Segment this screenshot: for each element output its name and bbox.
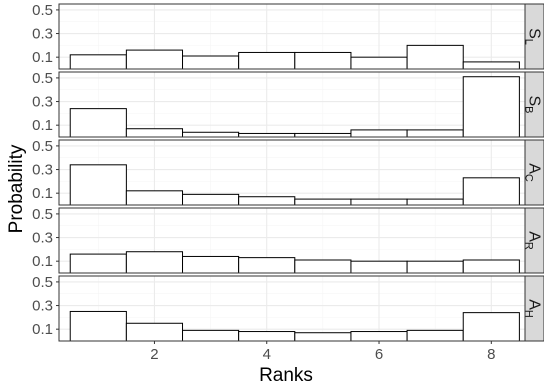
bar — [238, 132, 296, 138]
bar — [462, 259, 520, 274]
panel-4: 0.1 0.3 0.5 AR — [32, 206, 544, 274]
bar — [462, 312, 520, 342]
bar — [238, 331, 296, 342]
bar — [182, 193, 240, 206]
strip-label: SL — [523, 28, 543, 45]
bar — [125, 322, 184, 342]
y-tick-label: 0.5 — [32, 206, 53, 223]
y-tick-label: 0.1 — [32, 321, 53, 338]
bar — [294, 132, 352, 138]
strip-label: SB — [523, 95, 543, 113]
bar — [238, 196, 296, 206]
strip-background — [524, 71, 544, 138]
panel-3: 0.1 0.3 0.5 AC — [32, 138, 544, 206]
strip-background — [524, 275, 544, 342]
y-tick-label: 0.3 — [32, 94, 53, 111]
bar — [462, 177, 520, 206]
panels-group: 0.10.30.5SL0.10.30.5SB0.10.30.5AC0.10.30… — [32, 2, 544, 342]
bar — [69, 253, 127, 274]
y-tick-label: 0.5 — [32, 138, 53, 155]
strip-label-subscript: R — [523, 242, 535, 250]
panel-5: 0.1 0.3 0.5 AH — [32, 274, 544, 342]
x-tick-label: 6 — [375, 346, 383, 363]
y-tick-label: 0.1 — [32, 185, 53, 202]
bar — [182, 131, 240, 138]
y-tick-label: 0.3 — [32, 162, 53, 179]
y-tick-label: 0.3 — [32, 298, 53, 315]
y-tick-label: 0.1 — [32, 49, 53, 66]
strip-label: AC — [523, 163, 543, 182]
bar — [350, 56, 408, 70]
strip-label: AR — [523, 231, 543, 250]
bar — [350, 331, 408, 342]
bar — [406, 44, 464, 70]
x-tick-label: 8 — [487, 346, 495, 363]
strip-label-subscript: L — [523, 39, 535, 45]
bar — [294, 198, 352, 206]
strip-label-subscript: H — [523, 310, 535, 318]
panel-background — [59, 72, 525, 137]
strip-label: AH — [523, 299, 543, 318]
y-axis-title: Probability — [6, 144, 27, 233]
bar — [125, 190, 184, 206]
y-tick-label: 0.5 — [32, 70, 53, 87]
y-tick-label: 0.3 — [32, 230, 53, 247]
facet-strip: AR — [523, 207, 544, 274]
x-axis: 2 4 6 8 — [150, 341, 495, 363]
x-tick-label: 2 — [150, 346, 158, 363]
panel-2: 0.1 0.3 0.5 SB — [32, 70, 544, 138]
bar — [350, 129, 408, 138]
y-tick-label: 0.1 — [32, 117, 53, 134]
bar — [125, 49, 184, 70]
y-tick-label: 0.5 — [32, 274, 53, 291]
facet-strip: SL — [523, 3, 544, 70]
bar — [69, 54, 127, 70]
facet-strip: AH — [523, 275, 544, 342]
strip-label-subscript: C — [523, 174, 535, 182]
panel-1: 0.1 0.3 0.5 SL — [32, 2, 544, 70]
facet-strip: AC — [523, 139, 544, 206]
strip-background — [524, 3, 544, 70]
bar — [406, 129, 464, 138]
bar — [406, 198, 464, 206]
bar — [406, 329, 464, 342]
y-tick-label: 0.5 — [32, 2, 53, 19]
strip-label-subscript: B — [523, 106, 535, 113]
bar — [238, 51, 296, 70]
strip-background — [524, 207, 544, 274]
bar — [182, 55, 240, 70]
facet-strip: SB — [523, 71, 544, 138]
bar — [294, 51, 352, 70]
bar — [125, 128, 184, 138]
bar — [462, 76, 520, 138]
bar — [125, 251, 184, 274]
bar — [350, 198, 408, 206]
bar — [238, 257, 296, 274]
bar — [182, 329, 240, 342]
bar — [182, 255, 240, 274]
bar — [406, 260, 464, 274]
bar — [462, 61, 520, 70]
x-tick-label: 4 — [263, 346, 271, 363]
y-tick-label: 0.1 — [32, 253, 53, 270]
strip-background — [524, 139, 544, 206]
bar — [69, 108, 127, 138]
bar — [69, 310, 127, 342]
bar — [294, 332, 352, 342]
bar — [294, 259, 352, 274]
bar — [69, 164, 127, 206]
y-tick-label: 0.3 — [32, 26, 53, 43]
bar — [350, 260, 408, 274]
x-axis-title: Ranks — [259, 365, 313, 385]
